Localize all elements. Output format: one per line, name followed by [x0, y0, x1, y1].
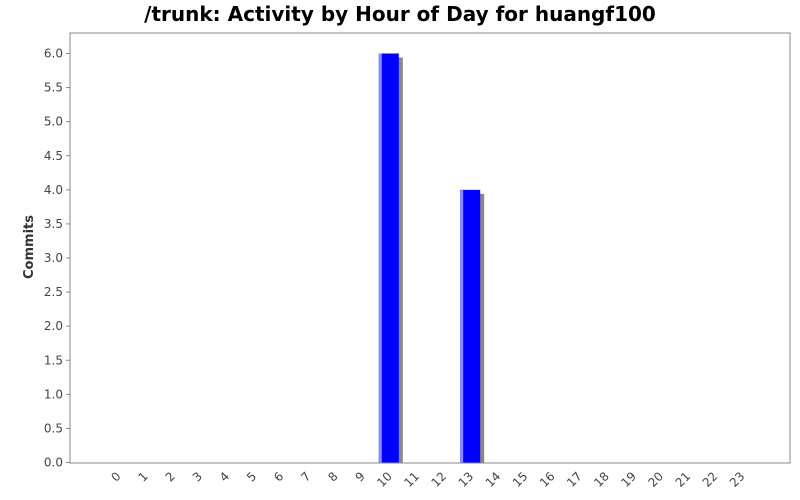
- x-tick-label: 12: [428, 469, 449, 490]
- x-tick-label: 15: [510, 469, 531, 490]
- x-tick-label: 3: [190, 469, 205, 484]
- bar-hour-13: [460, 189, 481, 463]
- x-tick-label: 16: [537, 469, 558, 490]
- x-tick-label: 20: [645, 469, 666, 490]
- y-tick-label: 3.0: [44, 251, 63, 265]
- x-tick-label: 23: [727, 469, 748, 490]
- x-tick-label: 19: [618, 469, 639, 490]
- x-tick-label: 6: [271, 469, 286, 484]
- x-tick-label: 0: [108, 469, 123, 484]
- y-tick-label: 4.0: [44, 183, 63, 197]
- y-tick-label: 1.0: [44, 387, 63, 401]
- y-tick-label: 3.5: [44, 217, 63, 231]
- bar-highlight: [460, 189, 464, 463]
- y-axis: 0.0 0.5 1.0 1.5 2.0 2.5 3.0 3.5 4.0 4.5 5.0 5.5 6.0: [44, 47, 70, 470]
- x-tick-label: 5: [244, 469, 259, 484]
- x-tick-label: 21: [673, 469, 694, 490]
- x-tick-label: 11: [401, 469, 422, 490]
- x-tick-label: 7: [298, 469, 313, 484]
- x-axis: 0 1 2 3 4 5 6 7 8 9 10 11 12 13 14 15 16 17 18 19 20 21 22 23: [108, 469, 747, 490]
- x-tick-label: 22: [700, 469, 721, 490]
- y-tick-label: 0.5: [44, 421, 63, 435]
- y-tick-label: 4.5: [44, 149, 63, 163]
- y-tick-label: 0.0: [44, 456, 63, 470]
- x-tick-label: 13: [456, 469, 477, 490]
- y-axis-label: Commits: [22, 215, 37, 279]
- y-tick-label: 6.0: [44, 47, 63, 61]
- y-tick-label: 2.5: [44, 285, 63, 299]
- y-tick-label: 5.5: [44, 81, 63, 95]
- chart-title: /trunk: Activity by Hour of Day for huan…: [144, 2, 656, 26]
- x-tick-label: 1: [136, 469, 151, 484]
- bar-highlight: [378, 53, 382, 463]
- y-tick-label: 5.0: [44, 115, 63, 129]
- x-tick-label: 10: [374, 469, 395, 490]
- bar-hour-10: [378, 53, 399, 463]
- x-tick-label: 2: [163, 469, 178, 484]
- plot-area: [69, 32, 791, 464]
- y-tick-label: 2.0: [44, 319, 63, 333]
- plot-frame: [69, 32, 791, 464]
- x-tick-label: 8: [325, 469, 340, 484]
- x-tick-label: 9: [353, 469, 368, 484]
- x-tick-label: 17: [564, 469, 585, 490]
- bars: [378, 53, 485, 463]
- x-tick-label: 18: [591, 469, 612, 490]
- x-tick-label: 14: [483, 469, 504, 490]
- x-tick-label: 4: [217, 469, 232, 484]
- y-tick-label: 1.5: [44, 353, 63, 367]
